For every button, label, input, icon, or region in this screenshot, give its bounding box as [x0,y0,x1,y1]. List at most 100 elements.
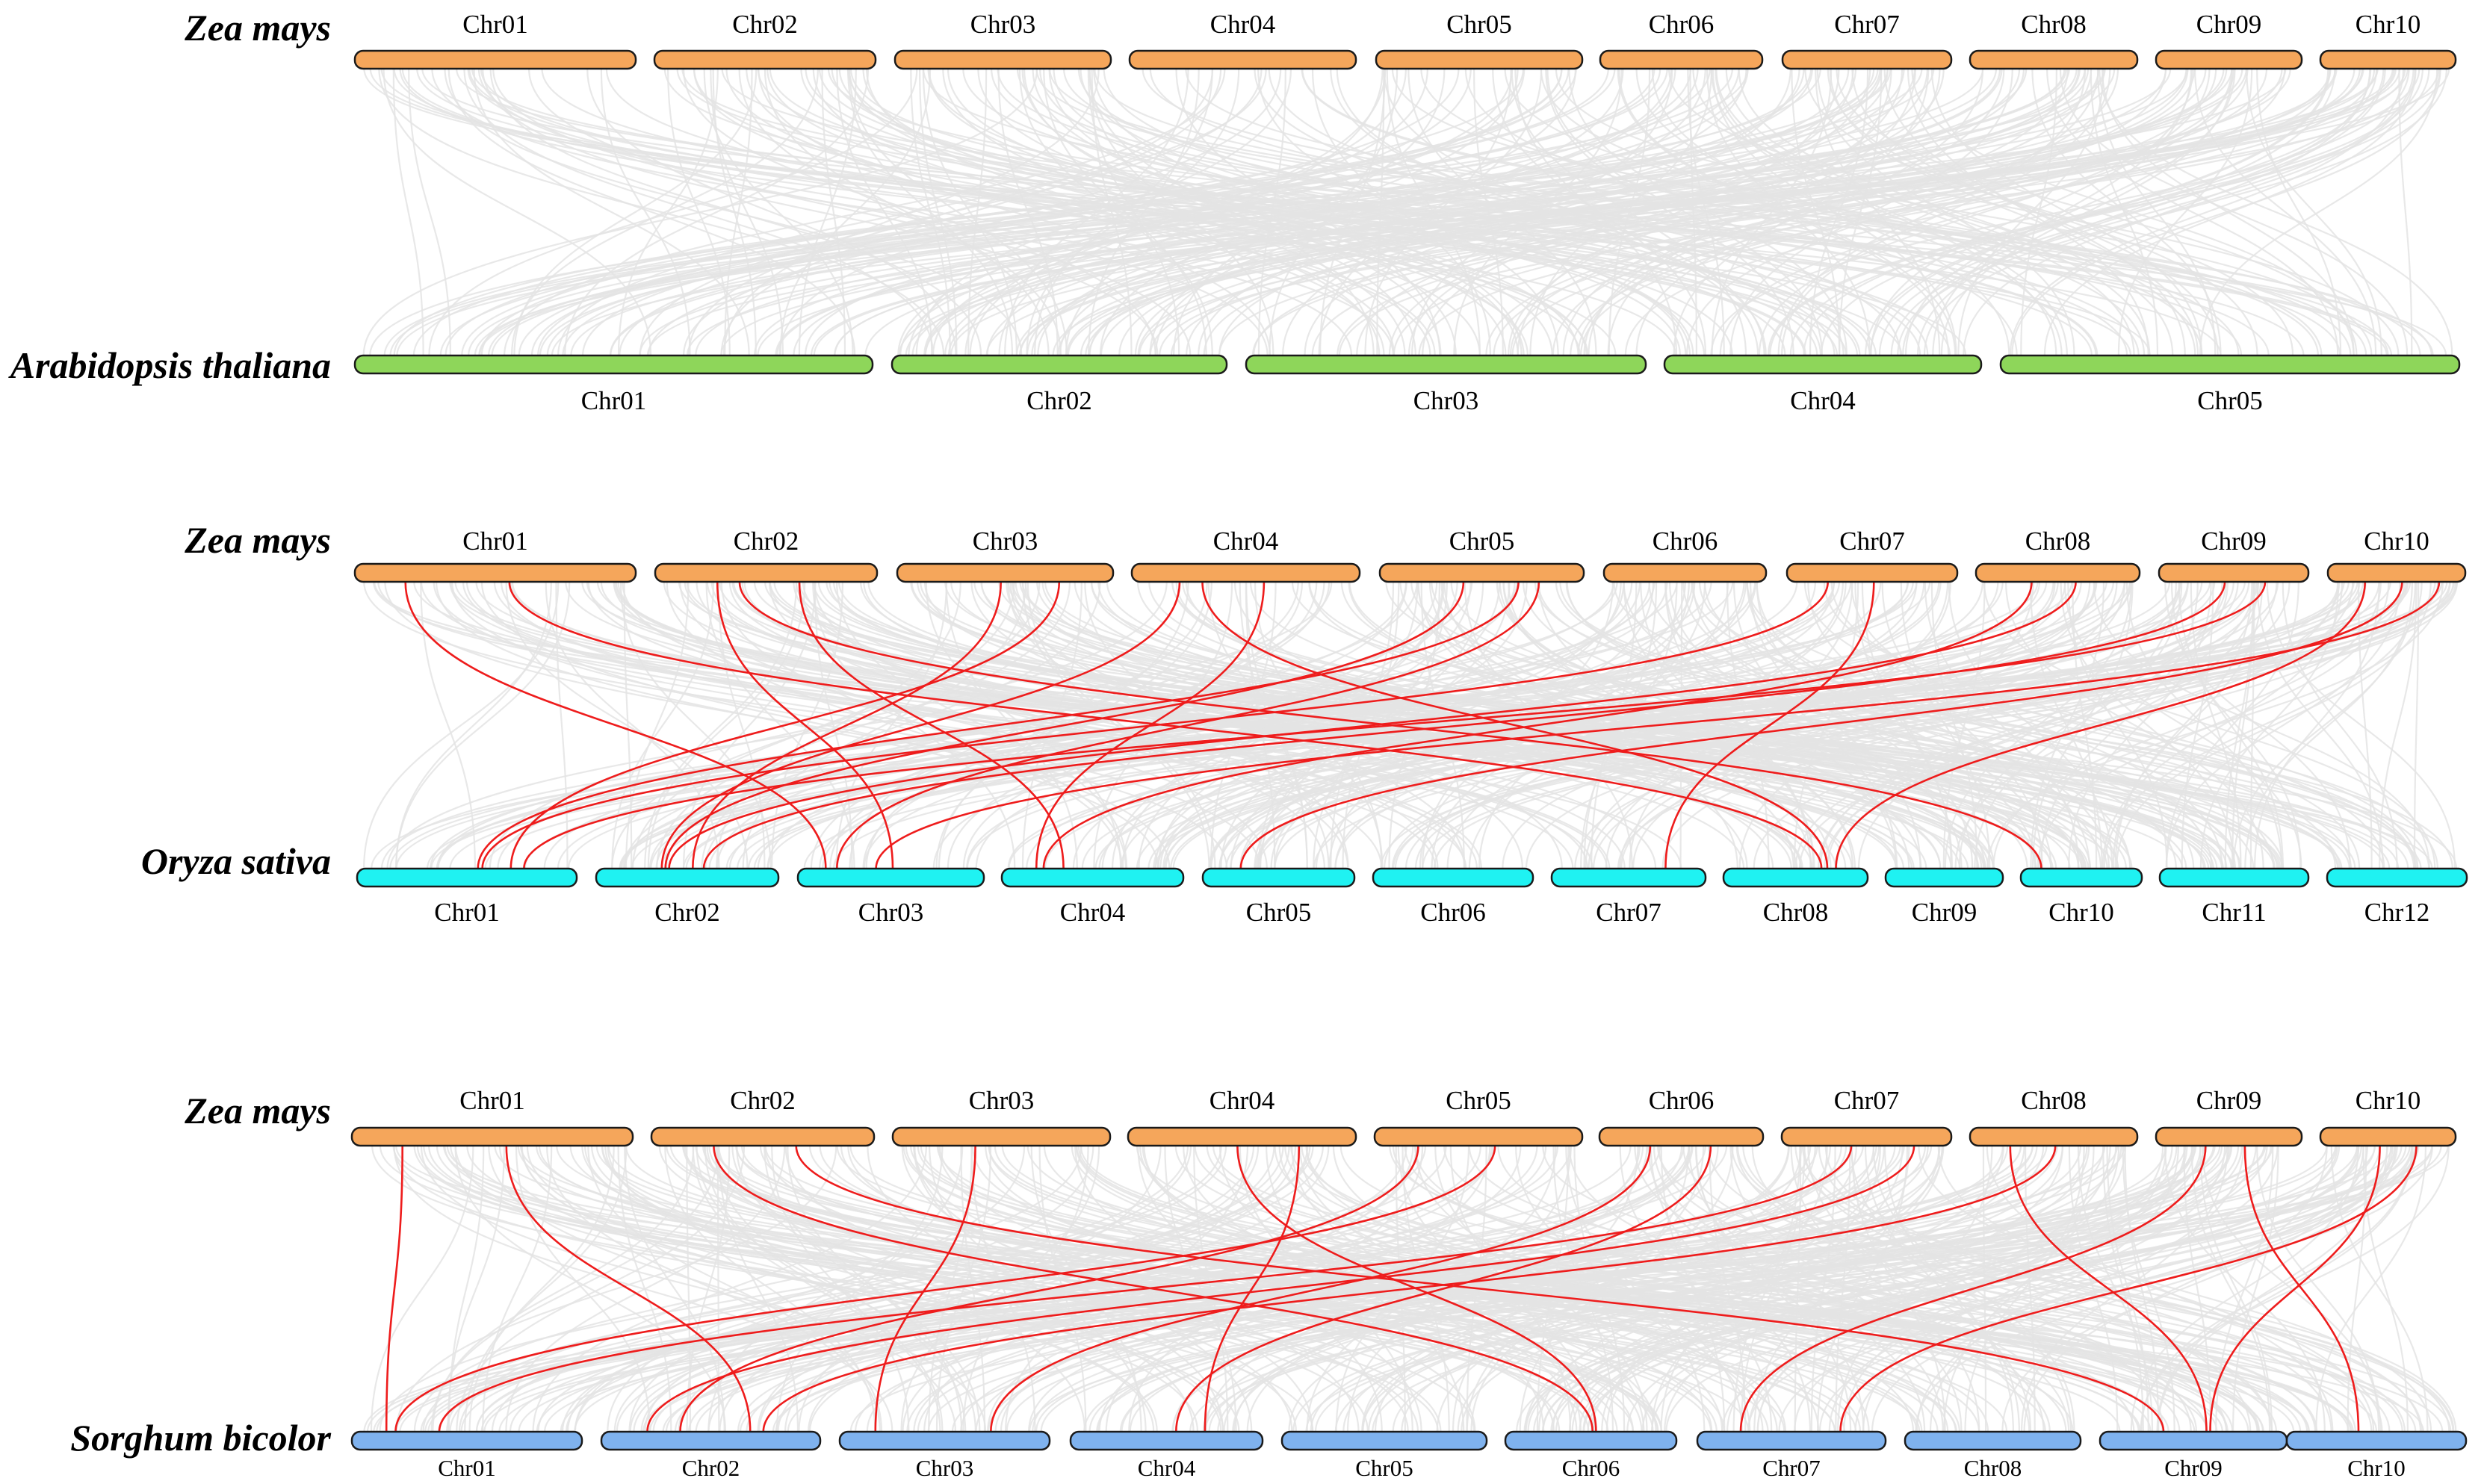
bottom-chromosome-label: Chr03 [858,898,924,927]
background-link [2059,68,2409,356]
background-link [623,581,633,869]
background-link [922,68,1018,356]
background-link [1416,581,1832,869]
top-chromosome-bar [2155,1126,2303,1147]
background-link [454,1145,1240,1432]
bottom-species-label: Arabidopsis thaliana [8,344,331,386]
bottom-chromosome-bar [1280,1430,1488,1451]
background-link [2170,581,2302,869]
background-link [1311,68,1491,356]
highlight-link-chr03-chr03 [874,1145,976,1432]
highlight-link-chr07-chr01 [481,581,1829,869]
highlight-link-chr10-chr08 [1835,581,2366,869]
background-link [565,581,1905,869]
bottom-chromosome-bar [1504,1430,1678,1451]
background-link [370,1145,474,1432]
top-chromosome-bar [1599,49,1764,70]
top-chromosome-label: Chr07 [1834,1086,1900,1115]
top-chromosome-bar [1969,1126,2139,1147]
background-link [769,581,2422,869]
background-link [1149,68,2283,356]
background-link [454,1145,726,1432]
top-chromosome-bar [654,562,879,583]
background-link [707,1145,1538,1432]
background-link [716,1145,720,1432]
top-chromosome-bar [1785,562,1959,583]
background-link [1559,581,2453,869]
background-link [1112,581,1472,869]
bottom-chromosome-bar [1201,867,1356,888]
top-chromosome-label: Chr08 [2021,1086,2087,1115]
background-link [541,68,1806,356]
top-chromosome-bar [1974,562,2141,583]
bottom-chromosome-label: Chr08 [1763,898,1829,927]
background-link [1083,1145,2193,1432]
background-link [705,581,855,869]
background-link [2029,581,2103,869]
background-link [1695,1145,1852,1432]
top-species-label: Zea mays [184,7,331,49]
chromosome-labels: Chr01 Chr02 Chr03 Chr04 Chr05 Chr06 Chr07 Chr08… [434,10,2429,1481]
background-link [1583,1145,2396,1432]
background-link [1593,581,2239,869]
highlight-link-chr04-chr02 [660,581,1181,869]
background-link [710,68,784,356]
background-link [420,581,476,869]
background-link [693,68,1589,356]
background-link [1986,581,2444,869]
background-link [667,68,731,356]
background-link [1794,1145,2279,1432]
background-link [473,68,750,356]
background-link [2025,1145,2036,1432]
background-link [1257,68,1286,356]
background-link [2009,68,2405,356]
background-link [1030,1145,1142,1432]
background-link [1691,581,2337,869]
background-link [537,68,1563,356]
top-chromosome-bar [650,1126,876,1147]
top-chromosome-label: Chr02 [732,10,798,39]
background-link [819,68,1861,356]
background-link [2099,68,2453,356]
background-link [1555,68,2373,356]
background-collinear-links [362,68,2459,1432]
background-link [546,1145,881,1432]
background-link [1830,581,2385,869]
background-link [1983,581,2436,869]
background-link [1580,68,2235,356]
top-chromosome-label: Chr10 [2356,1086,2421,1115]
background-link [1090,581,2052,869]
background-link [1552,1145,1614,1432]
bottom-chromosome-bar [838,1430,1051,1451]
background-link [539,68,1892,356]
bottom-species-label: Sorghum bicolor [70,1417,331,1459]
background-link [1864,1145,2020,1432]
bottom-chromosome-label: Chr08 [1964,1455,2022,1481]
bottom-chromosome-label: Chr10 [2048,898,2114,927]
top-chromosome-label: Chr04 [1210,1086,1275,1115]
background-link [587,1145,883,1432]
background-link [1118,68,1916,356]
background-link [1932,68,2193,356]
background-link [913,1145,1476,1432]
background-link [1862,1145,2167,1432]
bottom-chromosome-label: Chr05 [1355,1455,1413,1481]
background-link [1729,68,2013,356]
background-link [2030,581,2105,869]
bottom-chromosome-label: Chr09 [1912,898,1977,927]
background-link [363,581,560,869]
background-link [2060,581,2235,869]
background-link [835,581,948,869]
top-chromosome-bar [350,1126,634,1147]
bottom-chromosome-bar [796,867,985,888]
background-link [647,581,806,869]
background-link [1756,581,2110,869]
background-link [1753,581,2341,869]
bottom-chromosome-bar [1245,354,1647,375]
background-link [944,68,1749,356]
background-link [1807,1145,2032,1432]
top-chromosome-bar [353,49,637,70]
bottom-chromosome-label: Chr04 [1138,1455,1196,1481]
background-link [379,1145,1836,1432]
highlight-link-chr01-chr03 [404,581,827,869]
